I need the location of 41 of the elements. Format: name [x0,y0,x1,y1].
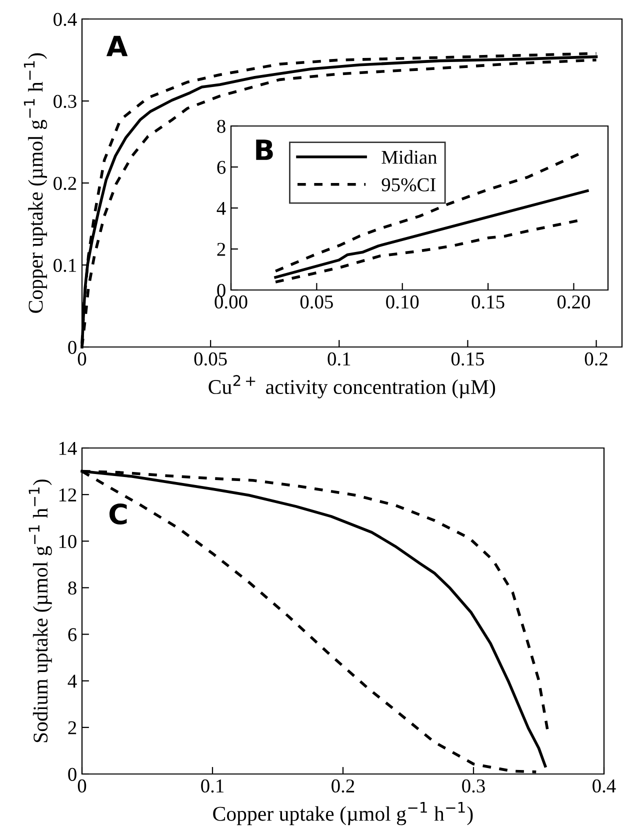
y-tick-label: 0.2 [54,176,76,190]
y-axis-title: Sodium uptake (µmol g$^{−1}$ h$^{−1}$) [28,480,52,742]
x-tick-label: 0.15 [472,295,504,309]
y-tick-label: 6 [217,160,226,174]
y-tick-label: 8 [217,120,226,133]
x-tick-label: 0.10 [386,295,419,309]
y-tick-label: 0 [68,340,76,354]
y-tick-label: 6 [68,628,77,642]
annotation: A [106,36,128,56]
y-tick-label: 0 [217,284,226,297]
y-tick-label: 10 [59,534,76,548]
x-tick-label: 0.4 [592,779,616,793]
x-axis-title: Cu$^{2+}$ activity concentration (µM) [208,375,496,398]
y-tick-label: 12 [59,488,76,502]
y-tick-label: 0.1 [54,258,76,272]
x-tick-label: 0.20 [557,295,590,309]
y-tick-label: 4 [68,674,77,688]
y-tick-label: 14 [59,442,77,455]
x-tick-label: 0.05 [194,352,227,366]
x-tick-label: 0 [78,352,86,366]
x-tick-label: 0.1 [328,352,350,366]
y-tick-label: 2 [217,242,226,256]
legend-label: 95%CI [382,178,436,192]
x-tick-label: 0.00 [214,295,248,309]
x-tick-label: 0 [78,779,86,793]
y-tick-label: 0.4 [54,12,77,26]
x-tick-label: 0.2 [584,352,608,366]
x-tick-label: 0.05 [300,295,333,309]
y-axis-title: Copper uptake (µmol g$^{−1}$ h$^{−1}$) [24,53,48,313]
y-tick-label: 8 [68,582,76,595]
y-tick-label: 0.3 [54,94,76,108]
x-axis-title: Copper uptake (µmol g$^{−1}$ h$^{−1}$) [213,802,473,826]
legend-label: Midian [382,150,437,164]
annotation: C [109,504,127,525]
x-tick-label: 0.2 [332,779,354,793]
y-tick-label: 2 [68,721,76,734]
annotation: B [256,140,273,160]
y-tick-label: 0 [68,768,76,781]
y-tick-label: 4 [216,202,226,215]
x-tick-label: 0.15 [451,352,484,366]
x-tick-label: 0.3 [462,779,485,793]
